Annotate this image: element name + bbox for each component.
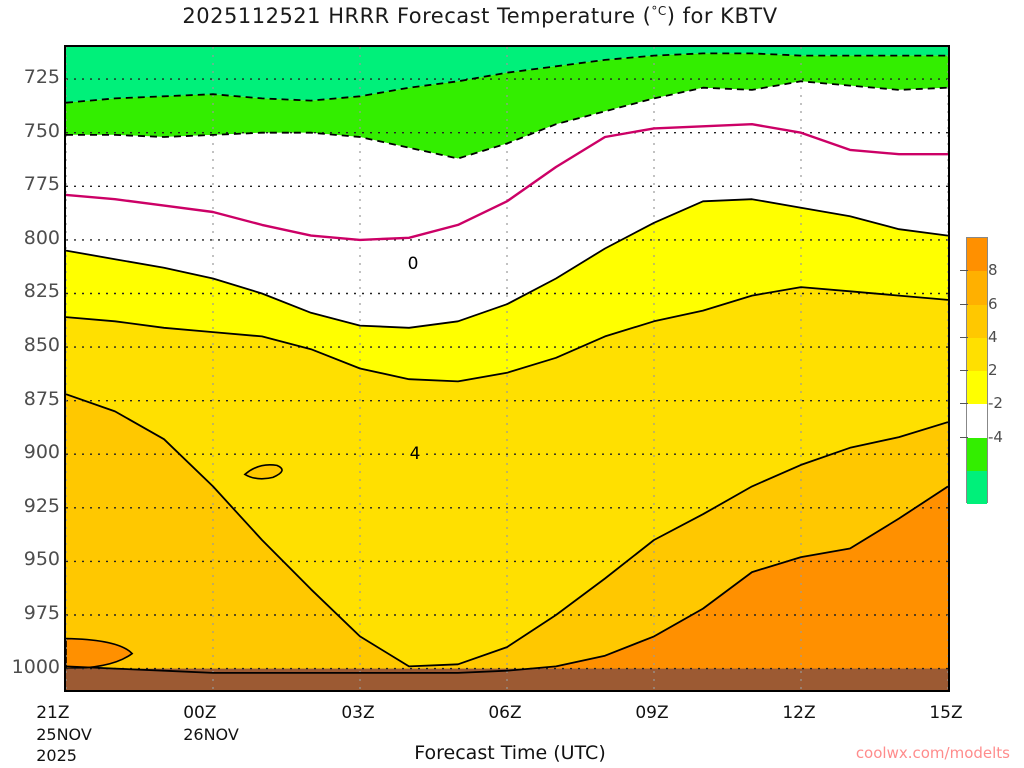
x-axis-label: 00Z 26NOV <box>183 703 239 744</box>
x-axis-label: 21Z 25NOV 2025 <box>36 703 92 765</box>
title-main: 2025112521 HRRR Forecast Temperature ( <box>182 4 652 28</box>
y-axis-label: 925 <box>23 494 60 517</box>
x-axis-title: Forecast Time (UTC) <box>414 742 606 764</box>
colorbar-tick-mark <box>960 436 968 438</box>
contour-minus4 <box>66 52 948 104</box>
x-tick-time: 00Z <box>183 703 217 723</box>
colorbar-segment-minus4to-2 <box>967 437 987 471</box>
colorbar-tick-label: -2 <box>988 394 1003 413</box>
isotherm-zero <box>66 123 948 242</box>
x-axis-label: 03Z <box>341 703 374 723</box>
y-axis-label: 750 <box>23 119 60 142</box>
title-unit: °C <box>651 4 667 18</box>
y-axis-label: 800 <box>23 226 60 249</box>
colorbar-segment-2to4 <box>967 337 987 371</box>
x-tick-time: 06Z <box>488 703 522 723</box>
colorbar-segment-6to8 <box>967 271 987 305</box>
fill-above-plus8 <box>66 486 948 690</box>
colorbar-segment-above8 <box>967 238 987 272</box>
y-axis-label: 825 <box>23 280 60 303</box>
y-axis-label: 900 <box>23 441 60 464</box>
colorbar-segment-4to6 <box>967 304 987 338</box>
x-tick-year: 2025 <box>36 746 77 765</box>
y-axis-label: 875 <box>23 387 60 410</box>
colorbar-tick-mark <box>960 336 968 338</box>
y-axis-label: 725 <box>23 66 60 89</box>
colorbar-tick-label: 4 <box>988 327 998 346</box>
contour-plot-svg: 04 <box>66 47 948 690</box>
y-axis-label: 850 <box>23 334 60 357</box>
colorbar <box>966 237 988 504</box>
x-axis: 21Z 25NOV 2025 00Z 26NOV 03Z 06Z 09Z 12Z 15Z <box>36 697 962 767</box>
x-axis-label: 12Z <box>782 703 815 723</box>
y-axis-label: 1000 <box>11 655 60 678</box>
contour-plus8 <box>66 485 948 674</box>
x-tick-time: 15Z <box>929 703 963 723</box>
y-axis-label: 775 <box>23 173 60 196</box>
x-tick-time: 03Z <box>341 703 375 723</box>
x-tick-time: 21Z <box>36 703 70 723</box>
contour-label: 0 <box>408 254 419 274</box>
fill-plus2-to-plus4 <box>66 199 948 382</box>
colorbar-tick-label: 2 <box>988 361 998 379</box>
y-axis-label: 975 <box>23 601 60 624</box>
watermark: coolwx.com/modelts <box>855 744 1010 762</box>
x-tick-time: 12Z <box>782 703 816 723</box>
contour-plus4 <box>66 286 948 383</box>
y-axis-label: 950 <box>23 548 60 571</box>
contour-plus2 <box>66 198 948 329</box>
colorbar-tick-mark <box>960 370 968 371</box>
x-axis-label: 06Z <box>488 703 521 723</box>
x-tick-time: 09Z <box>635 703 669 723</box>
page-title: 2025112521 HRRR Forecast Temperature (°C… <box>0 4 960 28</box>
title-tail: ) for KBTV <box>666 4 778 28</box>
fill-plus4-to-plus6 <box>66 287 948 667</box>
fill-minus2-to-plus2 <box>66 81 948 328</box>
x-axis-label: 15Z <box>929 703 962 723</box>
x-tick-date: 25NOV <box>36 725 92 744</box>
contour-label-bg <box>408 444 423 463</box>
contour-label-bg <box>406 254 421 273</box>
fill-plus6-to-plus8 <box>66 394 948 673</box>
colorbar-tick-label: 6 <box>988 294 998 313</box>
x-tick-date: 26NOV <box>183 725 239 744</box>
x-axis-label: 09Z <box>635 703 668 723</box>
colorbar-tick-mark <box>960 403 968 405</box>
contour-label: 4 <box>410 444 421 464</box>
colorbar-tick-mark <box>960 303 968 305</box>
y-axis: 725 750 775 800 825 850 875 900 925 950 975 1000 <box>0 45 60 692</box>
colorbar-tick-label: 8 <box>988 261 998 280</box>
colorbar-tick-mark <box>960 270 968 272</box>
colorbar-segment-0to2 <box>967 371 987 405</box>
colorbar-segment-belowminus4 <box>967 470 987 504</box>
contour-minus2 <box>66 80 948 160</box>
colorbar-segment-minus2to2 <box>967 404 987 438</box>
fill-below-minus4 <box>66 47 948 103</box>
colorbar-tick-label: -4 <box>988 427 1003 446</box>
closed-contour-cell <box>243 464 283 480</box>
contour-plus6 <box>66 393 948 668</box>
